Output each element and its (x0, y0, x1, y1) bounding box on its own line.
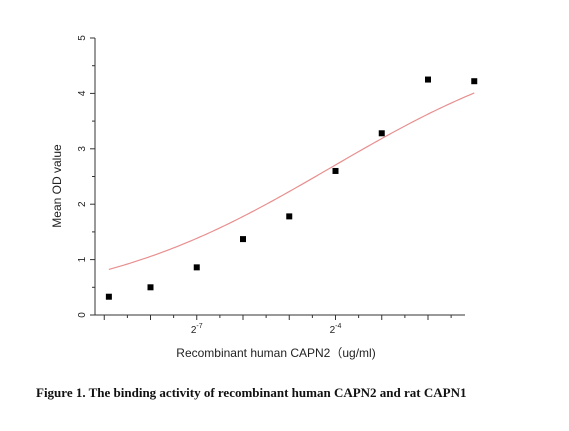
x-axis-title: Recombinant human CAPN2（ug/ml) (176, 346, 375, 360)
fit-curve-layer (108, 92, 475, 271)
data-point (105, 293, 112, 300)
x-tick-label: 2-4 (330, 323, 342, 336)
data-point (425, 76, 431, 83)
x-tick-base: 2 (330, 325, 336, 336)
y-tick-label: 4 (77, 90, 88, 96)
fit-curve (108, 92, 475, 271)
data-point (147, 284, 154, 291)
data-point (332, 167, 339, 174)
x-tick-label: 2-7 (191, 323, 203, 336)
data-point (286, 213, 293, 220)
y-tick-label: 2 (77, 201, 88, 207)
data-point (193, 264, 200, 271)
y-tick-label: 0 (77, 312, 88, 318)
figure-caption: Figure 1. The binding activity of recomb… (36, 385, 467, 400)
data-point (378, 130, 385, 137)
x-tick-exponent: -4 (335, 323, 341, 330)
data-points-layer (105, 76, 478, 300)
data-point (471, 78, 478, 85)
x-tick-exponent: -7 (196, 323, 202, 330)
y-tick-label: 5 (77, 35, 88, 41)
y-tick-label: 1 (77, 256, 88, 262)
y-tick-label: 3 (77, 146, 88, 152)
data-point (240, 236, 246, 243)
x-tick-base: 2 (191, 325, 197, 336)
y-axis-title: Mean OD value (50, 144, 64, 228)
